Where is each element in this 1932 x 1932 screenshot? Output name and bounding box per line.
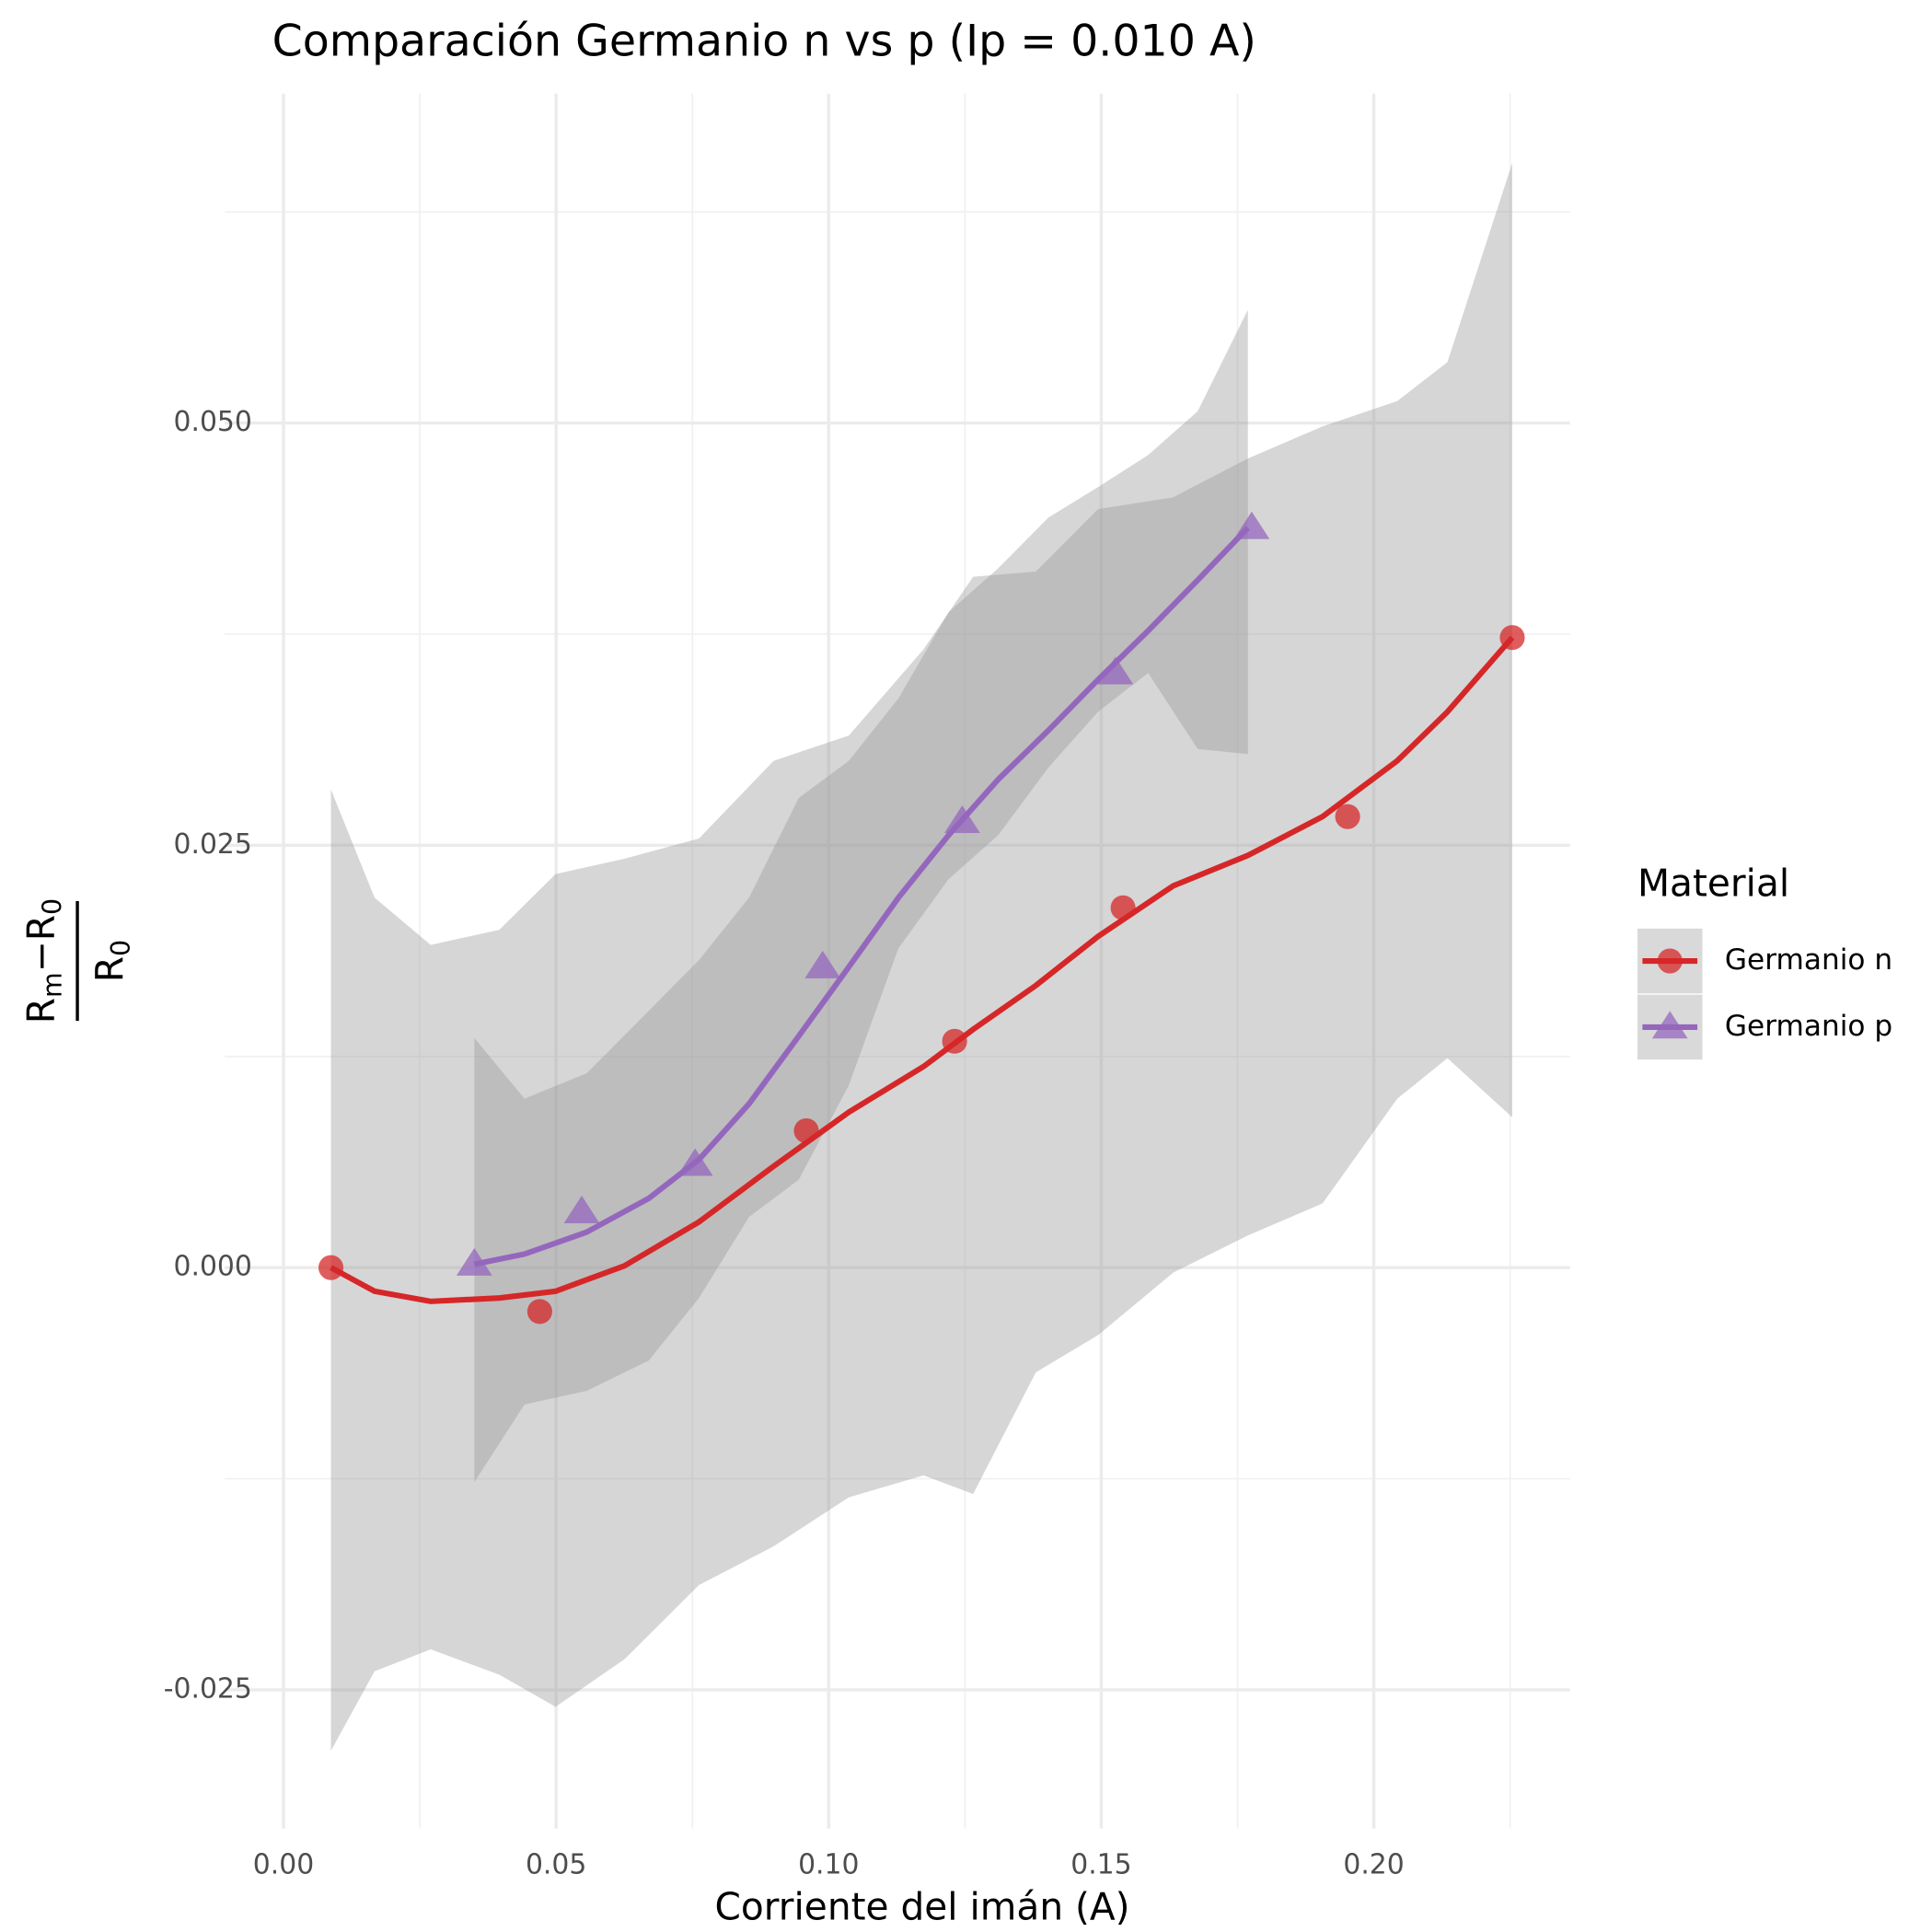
point	[804, 950, 841, 978]
x-tick-label: 0.00	[253, 1849, 314, 1881]
label-part: −R	[18, 915, 63, 972]
y-tick-label: 0.050	[173, 406, 251, 438]
y-label-denominator: R0	[87, 940, 136, 982]
y-tick-label: 0.000	[173, 1251, 251, 1283]
x-axis-label: Corriente del imán (A)	[715, 1885, 1130, 1929]
legend-label: Germanio p	[1725, 1010, 1892, 1043]
label-part: R	[87, 956, 132, 982]
point	[942, 1028, 967, 1054]
point	[1233, 511, 1270, 539]
point	[1499, 625, 1525, 651]
label-sub: 0	[106, 940, 136, 956]
label-part: R	[18, 998, 63, 1024]
y-label-numerator: Rm−R0	[18, 898, 67, 1024]
x-tick-label: 0.10	[798, 1849, 859, 1881]
point	[944, 805, 980, 834]
chart-title: Comparación Germanio n vs p (Ip = 0.010 …	[272, 16, 1256, 66]
label-sub: 0	[37, 898, 67, 915]
legend-key-point	[1657, 948, 1683, 974]
y-tick-label: -0.025	[164, 1672, 252, 1705]
legend-item: Germanio n	[1637, 928, 1892, 994]
point	[1110, 895, 1136, 920]
legend-item: Germanio p	[1637, 994, 1892, 1060]
y-tick-label: 0.025	[173, 828, 251, 861]
x-tick-label: 0.15	[1070, 1849, 1131, 1881]
smooth-line	[330, 635, 1515, 1304]
point	[793, 1117, 819, 1144]
confidence-band	[474, 309, 1248, 1483]
smooth-line	[473, 526, 1250, 1267]
point	[677, 1148, 713, 1176]
y-axis-label: Rm−R0 R0	[18, 898, 135, 1024]
point	[456, 1247, 492, 1276]
legend-key-point	[1651, 1011, 1688, 1039]
x-tick-label: 0.20	[1343, 1849, 1404, 1881]
confidence-band	[330, 162, 1512, 1752]
x-tick-label: 0.05	[526, 1849, 586, 1881]
label-sub: m	[37, 972, 67, 998]
point	[1097, 656, 1134, 685]
legend-label: Germanio n	[1725, 943, 1892, 977]
point	[563, 1195, 600, 1223]
point	[318, 1255, 344, 1280]
point	[1335, 804, 1360, 829]
point	[526, 1299, 552, 1325]
legend-title: Material	[1637, 862, 1789, 906]
